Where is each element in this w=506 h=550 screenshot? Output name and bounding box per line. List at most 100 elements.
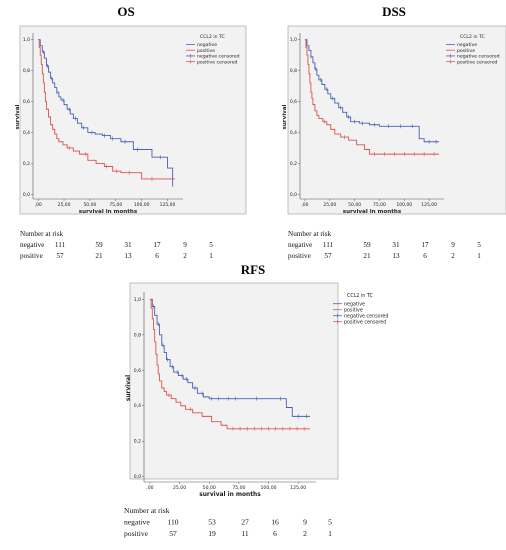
y-tick-label: 0,0 (23, 192, 30, 198)
y-tick-label: 0,0 (134, 474, 141, 480)
risk-value: 17 (421, 241, 429, 249)
chart-title: OS (117, 4, 134, 19)
legend-title: CCL2 in TC (200, 34, 225, 40)
legend-entry: positive (344, 307, 363, 313)
legend-entry: positive (197, 48, 215, 54)
x-tick-label: ,00 (301, 202, 308, 208)
x-axis-label: survival in months (79, 209, 138, 215)
legend-title: CCL2 in TC (347, 293, 373, 299)
y-tick-label: 0,6 (23, 99, 30, 105)
y-tick-label: 0,4 (23, 130, 30, 136)
x-tick-label: 125,00 (290, 485, 306, 491)
risk-value: 16 (271, 518, 279, 527)
risk-table: Number at risk negative 111 59 31 17 9 5 positiv… (288, 230, 481, 260)
chart-title: RFS (241, 262, 266, 277)
risk-value: 2 (303, 529, 307, 538)
risk-table-title: Number at risk (20, 230, 64, 238)
x-tick-label: 125,00 (160, 202, 176, 208)
chart-panel (129, 282, 339, 480)
y-tick-label: 0,2 (134, 439, 141, 445)
legend-entry: positive censored (344, 319, 386, 325)
y-tick-label: 0,6 (134, 368, 141, 374)
x-tick-label: 100,00 (396, 202, 412, 208)
y-tick-label: 1,0 (23, 37, 30, 43)
risk-value: 2 (183, 252, 187, 260)
risk-value: 110 (167, 518, 178, 527)
legend-entry: negative censored (197, 54, 240, 60)
x-axis-label: survival in months (343, 209, 402, 215)
series-line-positive (304, 39, 440, 155)
series-line-positive (38, 39, 175, 180)
risk-row-label: positive (20, 252, 43, 260)
legend-entry: negative (197, 42, 217, 48)
risk-row-label: negative (20, 241, 44, 249)
x-tick-label: ,00 (35, 202, 42, 208)
chart-title: DSS (382, 4, 406, 19)
legend-entry: positive censored (197, 59, 238, 65)
risk-value: 1 (209, 252, 213, 260)
y-tick-label: 0,8 (134, 332, 141, 338)
risk-value: 27 (241, 518, 249, 527)
risk-value: 57 (324, 252, 332, 260)
chart-panel (287, 25, 506, 215)
risk-row-label: positive (124, 529, 149, 538)
y-tick-label: 0,2 (290, 161, 297, 167)
y-tick-label: 0,2 (23, 161, 30, 167)
x-tick-label: 50,00 (203, 485, 216, 491)
risk-value: 59 (95, 241, 103, 249)
risk-value: 19 (208, 529, 216, 538)
risk-value: 9 (451, 241, 455, 249)
legend-entry: negative (457, 42, 477, 48)
x-tick-label: 25,00 (173, 485, 186, 491)
risk-value: 57 (56, 252, 64, 260)
risk-value: 111 (323, 241, 334, 249)
risk-row-label: positive (288, 252, 311, 260)
series-line-negative (38, 39, 174, 187)
risk-value: 53 (208, 518, 216, 527)
legend-entry: negative censored (344, 313, 388, 319)
x-tick-label: ,00 (146, 485, 153, 491)
y-tick-label: 0,8 (23, 68, 30, 74)
x-tick-label: 100,00 (134, 202, 150, 208)
x-tick-label: 25,00 (323, 202, 336, 208)
chart-rfs: RFS 0,0 0,2 0,4 0,6 0,8 1,0 ,00 25,00 50,00 75,00 1… (124, 262, 388, 538)
y-tick-label: 0,0 (290, 192, 297, 198)
risk-value: 1 (328, 529, 332, 538)
chart-panel (19, 25, 247, 215)
risk-value: 6 (273, 529, 277, 538)
legend-entry: negative (344, 301, 365, 307)
legend-entry: positive censored (457, 59, 498, 65)
x-tick-label: 75,00 (373, 202, 386, 208)
risk-value: 5 (209, 241, 213, 249)
risk-value: 17 (153, 241, 161, 249)
x-tick-label: 100,00 (261, 485, 277, 491)
risk-table-title: Number at risk (124, 506, 170, 515)
y-axis-label: survival (15, 104, 21, 129)
risk-table: Number at risk negative 111 59 31 17 9 5 positiv… (20, 230, 213, 260)
x-axis-label: survival in months (199, 492, 261, 498)
series-line-negative (304, 39, 440, 143)
legend-entry: positive (457, 48, 475, 54)
legend-entry: negative censored (457, 54, 500, 60)
risk-value: 5 (477, 241, 481, 249)
risk-value: 57 (169, 529, 177, 538)
x-tick-label: 75,00 (109, 202, 122, 208)
series-line-positive (149, 298, 311, 430)
risk-value: 11 (241, 529, 249, 538)
risk-value: 6 (155, 252, 159, 260)
y-tick-label: 0,6 (290, 99, 297, 105)
risk-row-label: negative (124, 518, 150, 527)
risk-value: 31 (392, 241, 400, 249)
y-tick-label: 1,0 (290, 37, 297, 43)
y-tick-label: 0,4 (290, 130, 297, 136)
risk-value: 21 (95, 252, 103, 260)
risk-value: 9 (303, 518, 307, 527)
y-tick-label: 0,4 (134, 403, 141, 409)
risk-value: 21 (363, 252, 371, 260)
risk-table-title: Number at risk (288, 230, 332, 238)
